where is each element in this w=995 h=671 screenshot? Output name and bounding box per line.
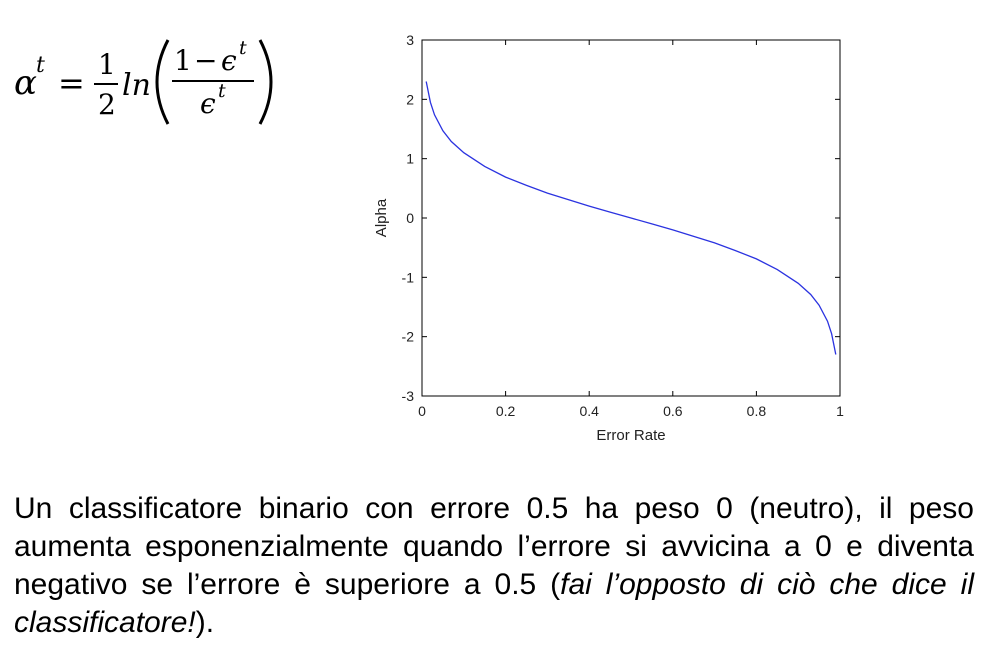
x-tick-label: 1 [836, 403, 844, 419]
y-tick-label: -2 [402, 329, 415, 345]
x-tick-label: 0.8 [747, 403, 767, 419]
x-tick-label: 0.4 [579, 403, 599, 419]
y-tick-label: 0 [406, 210, 414, 226]
formula-frac-numerator-t: t [239, 37, 247, 59]
formula-ln: ln [122, 68, 151, 103]
x-axis-label: Error Rate [596, 427, 665, 444]
formula-frac-numerator-epsilon: ϵ [221, 44, 237, 77]
caption-text-start: Un classificatore binario con errore 0.5… [14, 492, 974, 601]
caption-italic-note: fai l’opposto di ciò che dice il classif… [14, 568, 974, 639]
formula-right-paren [258, 39, 273, 125]
formula-frac-denominator-epsilon: ϵ [200, 87, 216, 120]
axis-ticks [421, 39, 841, 397]
caption-text-end: ). [195, 606, 215, 639]
formula-left-paren [155, 39, 170, 125]
explanation-paragraph: Un classificatore binario con errore 0.5… [14, 490, 974, 642]
formula-half-denominator: 2 [98, 88, 116, 121]
y-tick-label: 2 [406, 91, 414, 107]
formula-alpha: α [14, 63, 37, 103]
alpha-curve [425, 81, 837, 355]
formula-half-numerator: 1 [98, 48, 116, 81]
y-tick-label: -3 [402, 388, 415, 404]
y-axis-label: Alpha [373, 198, 390, 237]
alpha-vs-error-rate-chart: 0 0.2 0.4 0.6 0.8 1 3 2 1 0 -1 -2 -3 Error Rate Alph… [373, 32, 845, 444]
formula-alpha-superscript: t [36, 53, 45, 78]
axis-tick-labels: 0 0.2 0.4 0.6 0.8 1 3 2 1 0 -1 -2 -3 [402, 32, 845, 419]
formula-frac-denominator-t: t [218, 80, 226, 102]
x-tick-label: 0.2 [496, 403, 516, 419]
formula-equals: = [58, 64, 85, 102]
y-tick-label: -1 [402, 269, 415, 285]
x-tick-label: 0 [418, 403, 426, 419]
alpha-formula: α t = 1 2 ln 1 − ϵ t ϵ t [14, 37, 273, 125]
y-tick-label: 1 [406, 151, 414, 167]
formula-frac-minus: − [194, 44, 217, 77]
y-tick-label: 3 [406, 32, 414, 48]
x-tick-label: 0.6 [663, 403, 683, 419]
formula-frac-numerator-one: 1 [174, 44, 192, 77]
